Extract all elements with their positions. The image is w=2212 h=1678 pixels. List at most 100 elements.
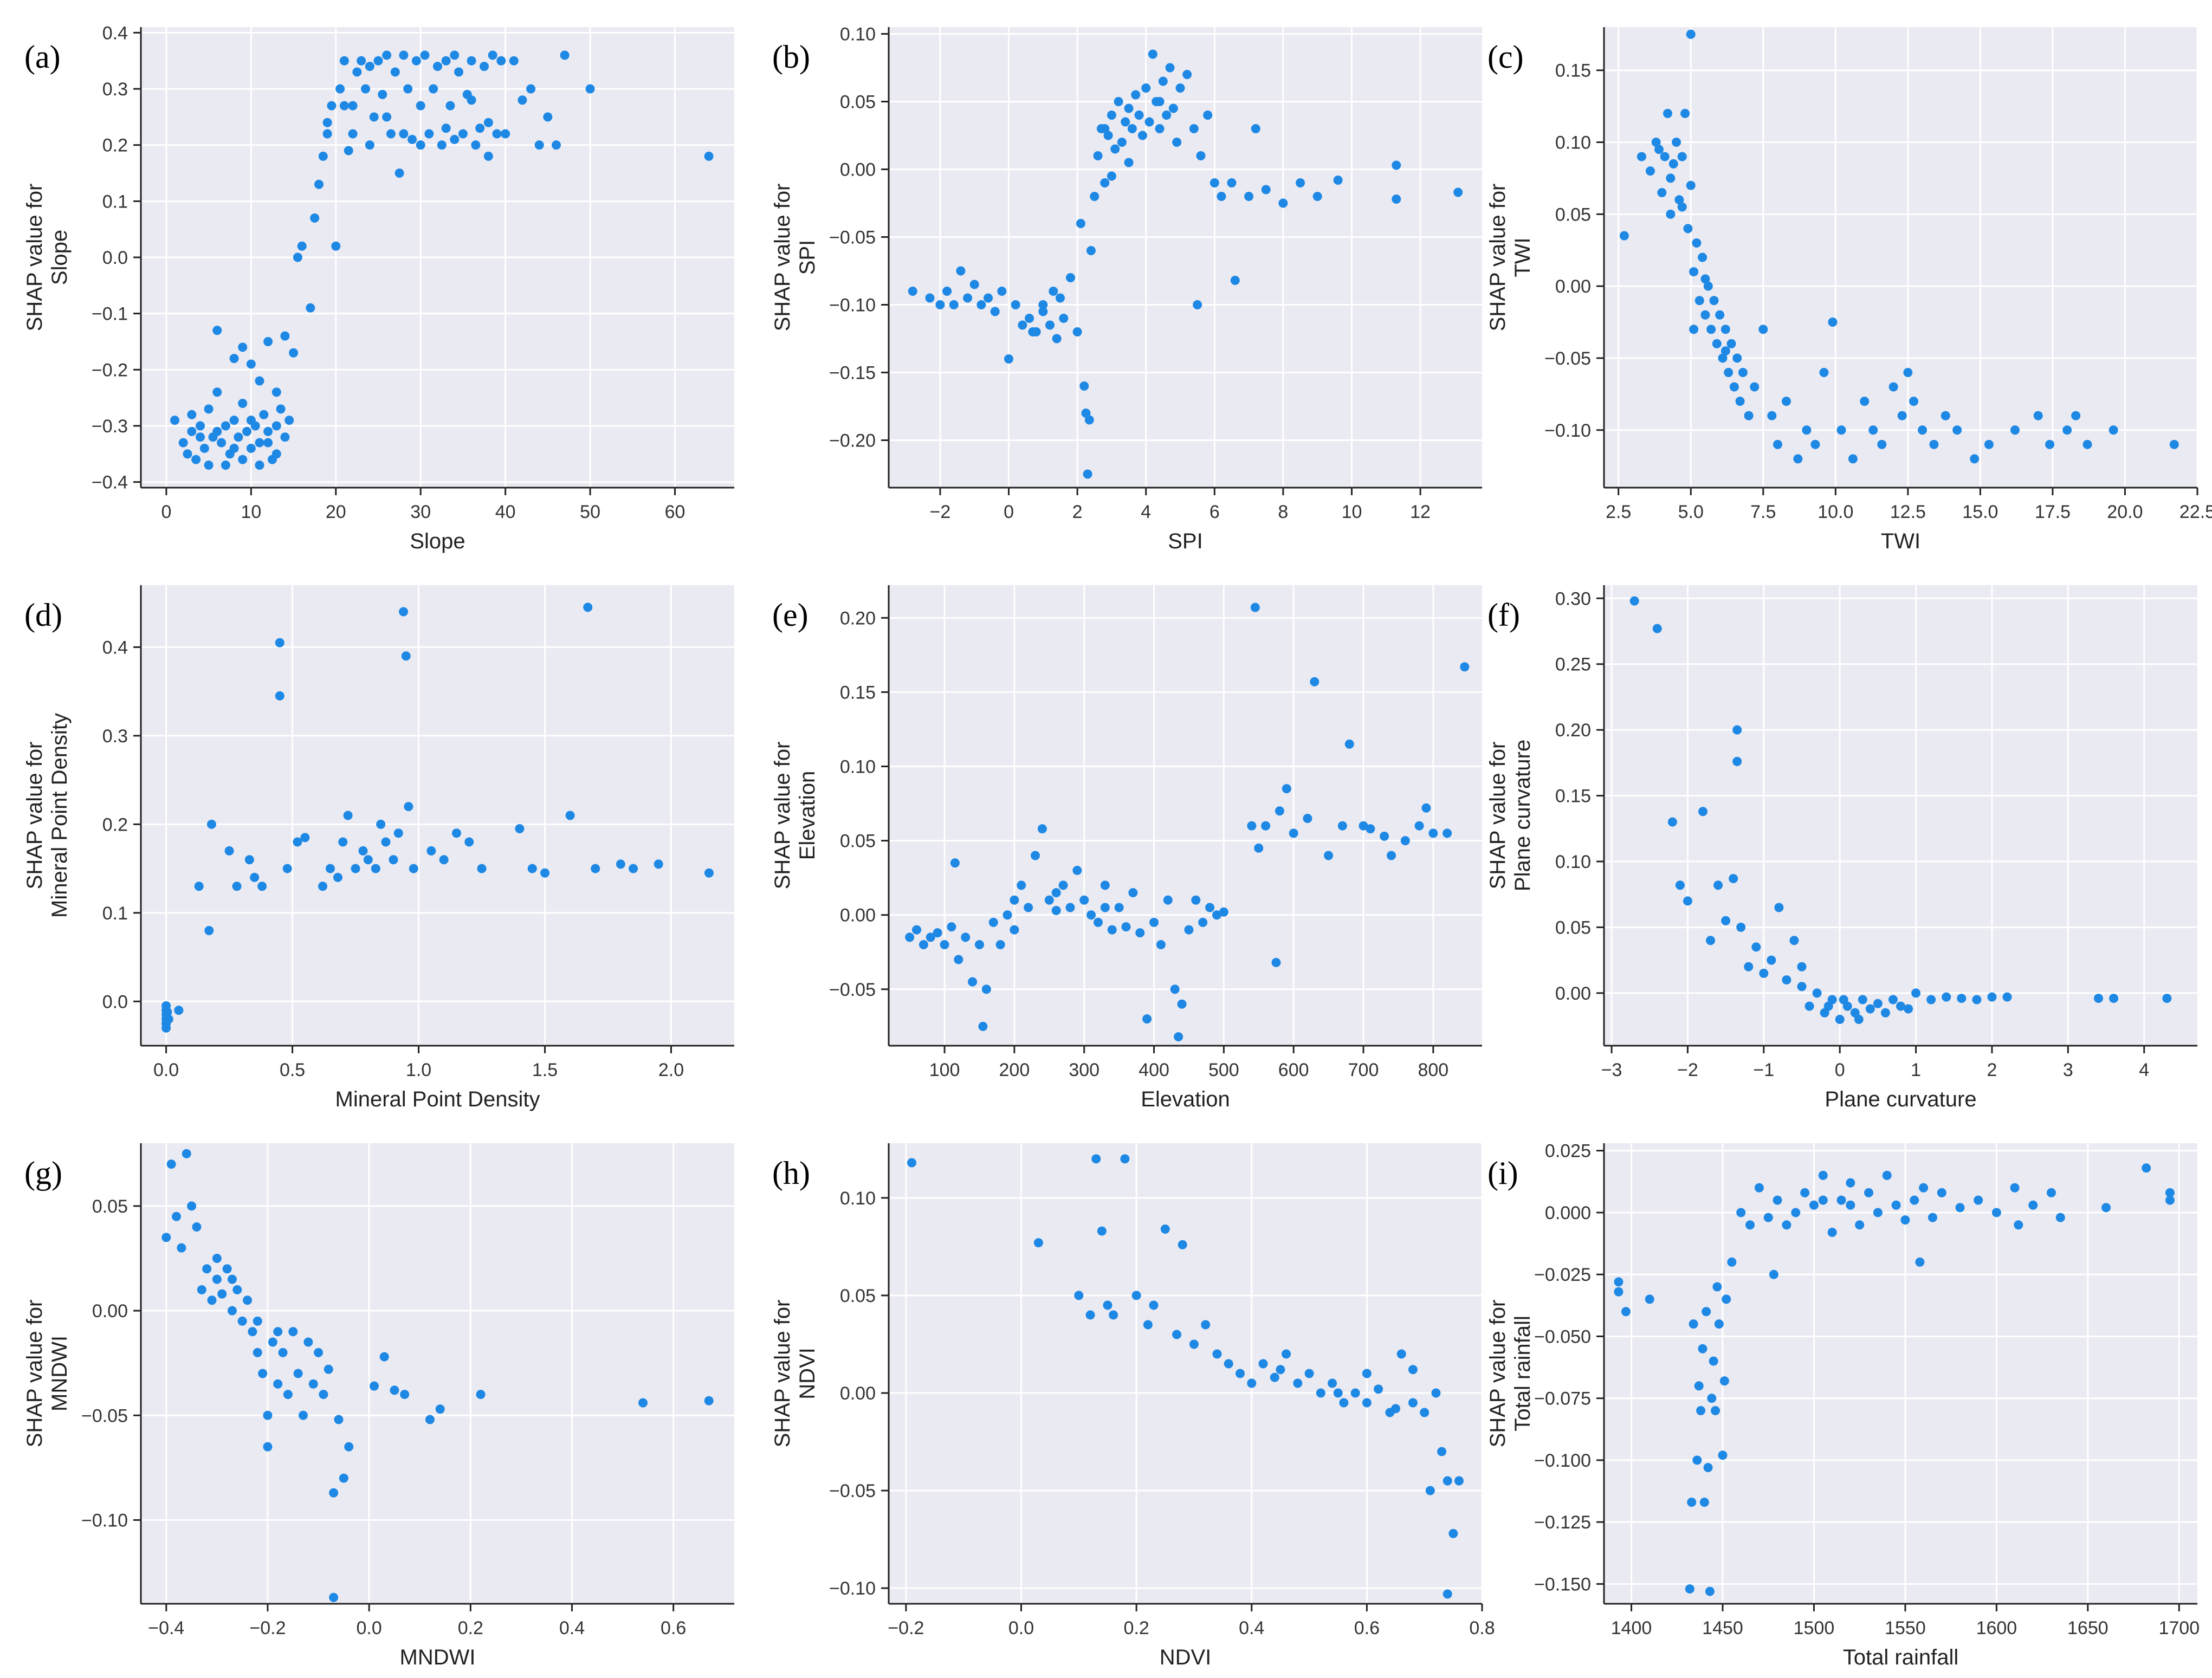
data-point xyxy=(1121,117,1130,127)
data-point xyxy=(343,811,353,820)
x-tick-label: 500 xyxy=(1208,1060,1239,1080)
x-tick-label: 1450 xyxy=(1702,1618,1743,1638)
data-point xyxy=(187,410,197,419)
panel-a: 0 10 20 30 40 50 60 −0.4 −0.3 −0.2 −0.1 0.0 0.1 0.2 0.… xyxy=(23,23,734,553)
x-tick-label: 1550 xyxy=(1885,1618,1926,1638)
y-axis-label-line: SHAP value for xyxy=(23,742,47,890)
y-tick-label: −0.050 xyxy=(1534,1326,1591,1347)
data-point xyxy=(1773,439,1782,449)
data-point xyxy=(565,811,575,820)
y-axis-label-line: SHAP value for xyxy=(771,742,794,890)
data-point xyxy=(949,300,959,309)
x-tick-label: 1700 xyxy=(2158,1618,2200,1638)
data-point xyxy=(1714,1319,1724,1329)
data-point xyxy=(1049,287,1058,296)
y-tick-label: −0.2 xyxy=(92,360,128,380)
data-point xyxy=(1114,903,1124,912)
data-point xyxy=(2046,1188,2056,1197)
data-point xyxy=(2162,994,2172,1003)
y-tick-label: 0.05 xyxy=(92,1196,128,1217)
data-point xyxy=(1212,910,1221,920)
data-point xyxy=(1896,1001,1905,1011)
y-tick-label: −0.3 xyxy=(92,416,128,437)
y-axis-label: SHAP value forMNDWI xyxy=(23,1300,72,1448)
data-point xyxy=(258,1369,268,1378)
data-point xyxy=(1692,238,1702,248)
x-tick-label: 10.0 xyxy=(1818,502,1853,522)
panel-b: −2 0 2 4 6 8 10 12 −0.20 −0.15 −0.10 −0.05 0.00 0.05 0… xyxy=(771,24,1482,553)
data-point xyxy=(2169,439,2179,449)
data-point xyxy=(1651,138,1661,147)
data-point xyxy=(1392,195,1401,204)
data-point xyxy=(1918,425,1928,435)
data-point xyxy=(1076,219,1085,228)
y-axis-label: SHAP value forSlope xyxy=(23,184,72,332)
panel-label: (d) xyxy=(24,597,62,633)
x-tick-label: 22.5 xyxy=(2179,502,2212,522)
panel-label: (c) xyxy=(1487,39,1524,75)
data-point xyxy=(1010,895,1019,905)
data-point xyxy=(978,1021,988,1031)
data-point xyxy=(166,1159,176,1169)
plot-area xyxy=(141,585,734,1046)
data-point xyxy=(263,426,273,436)
data-point xyxy=(1460,662,1470,672)
data-point xyxy=(1421,803,1431,813)
data-point xyxy=(1703,1463,1713,1473)
y-tick-label: 0.05 xyxy=(840,1286,876,1306)
data-point xyxy=(1247,1378,1257,1388)
data-point xyxy=(1142,1014,1152,1024)
panel-label: (g) xyxy=(24,1155,62,1191)
y-tick-label: 0.10 xyxy=(840,757,876,778)
data-point xyxy=(1344,739,1354,749)
data-point xyxy=(371,864,380,873)
data-point xyxy=(278,1347,288,1357)
data-point xyxy=(314,179,324,189)
data-point xyxy=(232,882,242,891)
data-point xyxy=(483,151,493,161)
data-point xyxy=(243,1295,253,1305)
data-point xyxy=(1621,1307,1631,1317)
data-point xyxy=(229,416,239,425)
data-point xyxy=(1729,382,1739,392)
x-tick-label: 0.2 xyxy=(1124,1618,1149,1638)
data-point xyxy=(1251,124,1260,133)
data-point xyxy=(196,421,205,431)
data-point xyxy=(204,461,214,470)
data-point xyxy=(950,858,960,868)
data-point xyxy=(1751,942,1761,952)
data-point xyxy=(1903,368,1913,377)
data-point xyxy=(1162,111,1172,120)
data-point xyxy=(1396,1349,1406,1359)
data-point xyxy=(177,1243,186,1253)
y-axis-label-line: SHAP value for xyxy=(771,1300,794,1448)
data-point xyxy=(344,1442,354,1452)
data-point xyxy=(370,1381,379,1391)
data-point xyxy=(1083,469,1092,479)
data-point xyxy=(704,151,714,161)
data-point xyxy=(263,336,273,346)
data-point xyxy=(1278,198,1288,208)
x-tick-label: 50 xyxy=(580,502,600,522)
data-point xyxy=(1657,187,1667,197)
y-axis-label: SHAP value forNDVI xyxy=(771,1300,819,1448)
data-point xyxy=(298,1410,308,1420)
y-axis-label: SHAP value forPlane curvature xyxy=(1486,740,1535,891)
data-point xyxy=(1144,117,1154,127)
data-point xyxy=(1024,903,1033,912)
data-point xyxy=(234,432,243,442)
data-point xyxy=(1672,138,1681,147)
data-point xyxy=(1097,1226,1107,1236)
data-point xyxy=(1392,160,1401,170)
data-point xyxy=(1333,1388,1343,1398)
data-point xyxy=(1736,1208,1746,1217)
y-axis-label-line: SHAP value for xyxy=(771,184,794,332)
data-point xyxy=(439,855,449,865)
data-point xyxy=(1191,895,1201,905)
x-tick-label: 2.5 xyxy=(1606,502,1631,522)
data-point xyxy=(1085,1310,1095,1320)
data-point xyxy=(1864,1188,1874,1197)
data-point xyxy=(1184,925,1194,935)
x-tick-label: 400 xyxy=(1139,1060,1169,1080)
x-axis-label: Elevation xyxy=(1141,1087,1230,1111)
